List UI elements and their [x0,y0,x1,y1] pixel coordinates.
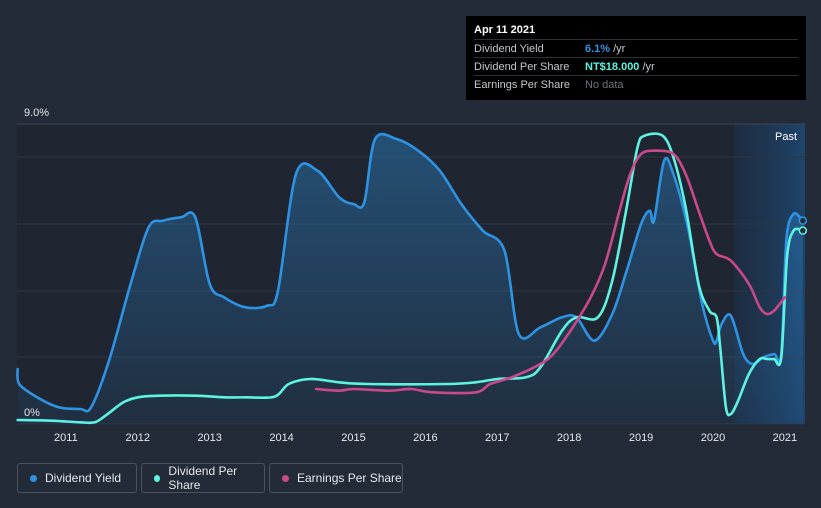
legend-label: Dividend Per Share [168,464,238,492]
x-axis: 2011 2012 2013 2014 2015 2016 2017 2018 2019 2020… [54,432,797,444]
x-tick-label: 2015 [341,432,365,444]
tooltip-label: Earnings Per Share [474,78,570,91]
x-tick-label: 2021 [773,432,797,444]
legend-item-dividend-per-share[interactable]: Dividend Per Share [141,463,265,493]
x-tick-label: 2014 [269,432,293,444]
x-tick-label: 2017 [485,432,509,444]
x-tick-label: 2013 [197,432,221,444]
earnings-per-share-line [314,149,787,395]
tooltip-unit: /yr [613,42,626,55]
dividend-per-share-line [16,132,805,425]
tooltip-unit: /yr [642,60,655,73]
dividend-yield-area [17,134,803,425]
tooltip-value: NT$18.000 [585,60,640,73]
tooltip-row-dividend-yield: Dividend Yield 6.1% /yr [474,39,798,57]
tooltip-row-earnings-per-share: Earnings Per Share No data [474,75,798,93]
legend-item-dividend-yield[interactable]: Dividend Yield [17,463,137,493]
dividend-per-share-end-marker [798,226,808,235]
legend-dot-icon [30,474,37,482]
x-tick-label: 2018 [557,432,581,444]
tooltip-date: Apr 11 2021 [474,24,536,36]
legend-label: Dividend Yield [45,471,122,485]
dividend-yield-line [16,132,805,413]
tooltip-row-dividend-per-share: Dividend Per Share NT$18.000 /yr [474,57,798,75]
tooltip-label: Dividend Per Share [474,60,570,73]
x-tick-label: 2012 [126,432,150,444]
tooltip-value: 6.1% [585,42,611,55]
y-tick-label-bottom: 0% [24,407,40,419]
legend-dot-icon [282,474,289,482]
tooltip-label: Dividend Yield [474,42,544,55]
x-tick-label: 2016 [413,432,437,444]
legend-dot-icon [154,474,161,482]
tooltip-value: No data [585,78,624,91]
y-tick-label-top: 9.0% [24,107,49,119]
x-tick-label: 2020 [701,432,725,444]
tooltip-panel: Apr 11 2021 Dividend Yield 6.1% /yr Divi… [466,16,806,100]
x-tick-label: 2019 [629,432,653,444]
past-label: Past [775,131,797,143]
legend-label: Earnings Per Share [297,471,402,485]
x-tick-label: 2011 [54,432,78,444]
dividend-yield-end-marker [798,216,808,225]
legend-item-earnings-per-share[interactable]: Earnings Per Share [269,463,403,493]
